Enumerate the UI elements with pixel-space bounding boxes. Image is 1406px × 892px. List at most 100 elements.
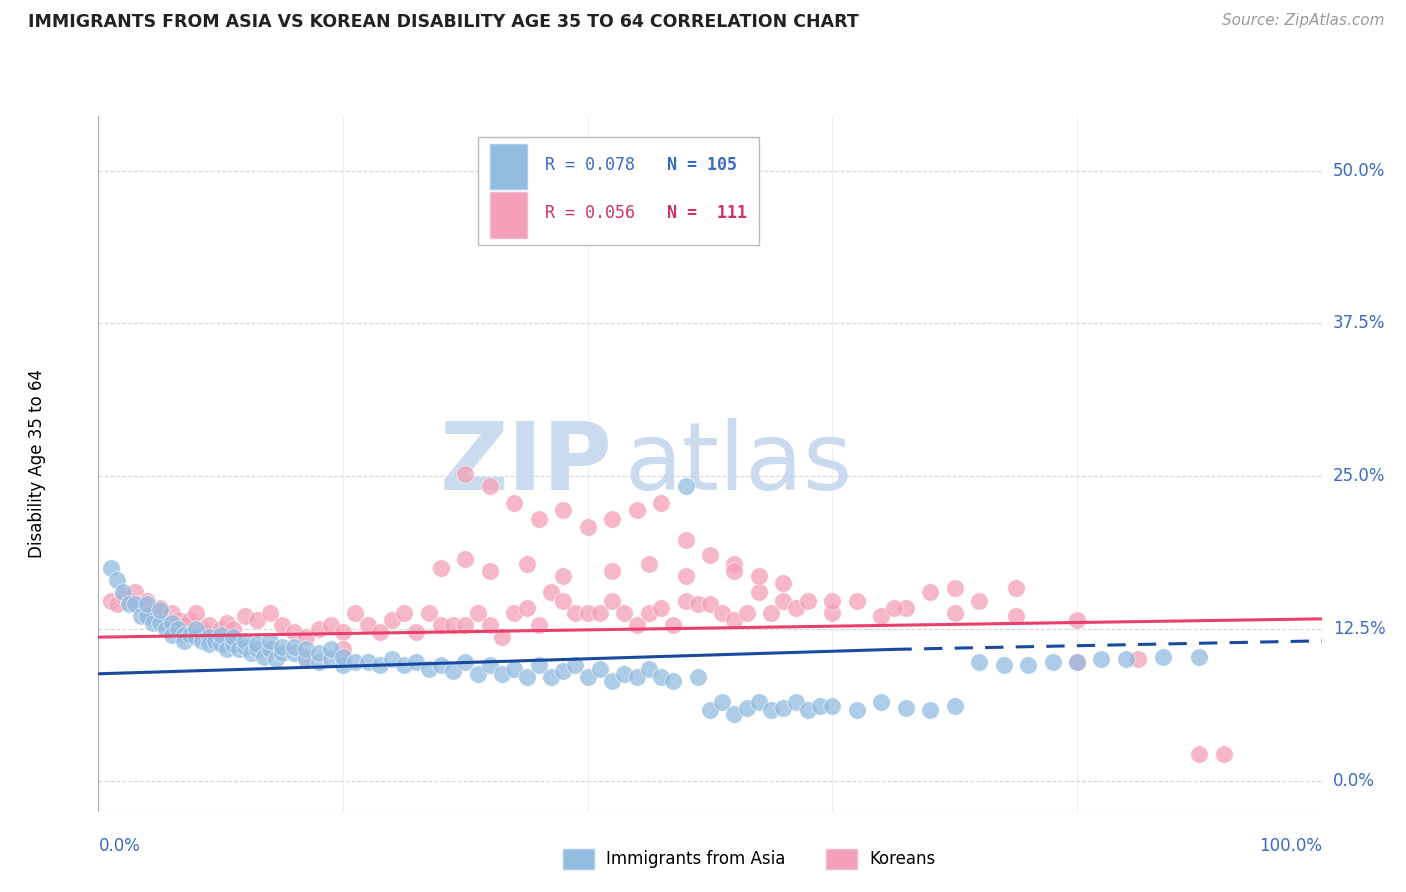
Point [209, 628, 232, 642]
Point [454, 618, 477, 632]
Point [723, 564, 745, 578]
Point [259, 642, 281, 657]
Point [943, 582, 966, 596]
Point [821, 593, 844, 607]
Point [711, 695, 734, 709]
Point [613, 666, 636, 681]
Point [1066, 613, 1088, 627]
Point [173, 618, 195, 632]
Text: R = 0.078: R = 0.078 [546, 156, 636, 174]
Point [332, 642, 354, 657]
Point [246, 638, 269, 652]
Point [392, 658, 416, 673]
Text: 0.0%: 0.0% [98, 837, 141, 855]
Point [215, 642, 238, 657]
Point [179, 613, 201, 627]
Text: ZIP: ZIP [439, 417, 612, 510]
Point [129, 609, 152, 624]
Point [943, 606, 966, 620]
Point [167, 613, 190, 627]
Point [675, 479, 697, 493]
Point [356, 655, 378, 669]
Point [821, 606, 844, 620]
Point [142, 606, 165, 620]
Point [191, 622, 214, 636]
Point [319, 652, 342, 666]
Point [527, 512, 550, 526]
Point [259, 633, 281, 648]
Point [576, 670, 599, 684]
Point [1004, 582, 1026, 596]
Point [264, 652, 287, 666]
Text: Koreans: Koreans [869, 850, 935, 868]
Text: 0.0%: 0.0% [1333, 772, 1375, 790]
FancyBboxPatch shape [489, 144, 526, 189]
Point [405, 625, 427, 640]
Text: Immigrants from Asia: Immigrants from Asia [606, 850, 786, 868]
Point [1042, 655, 1064, 669]
Point [441, 618, 464, 632]
Point [136, 609, 159, 624]
Point [527, 618, 550, 632]
Point [191, 633, 214, 648]
Point [761, 703, 783, 717]
Point [149, 603, 172, 617]
Text: 25.0%: 25.0% [1333, 467, 1385, 485]
Point [454, 552, 477, 566]
Point [967, 655, 990, 669]
Point [675, 593, 697, 607]
Point [246, 613, 269, 627]
Point [650, 600, 672, 615]
Point [626, 670, 648, 684]
Point [344, 655, 367, 669]
Point [259, 642, 281, 657]
Point [467, 666, 489, 681]
Point [1066, 655, 1088, 669]
Point [650, 670, 672, 684]
Point [124, 597, 146, 611]
Point [160, 628, 183, 642]
Point [735, 701, 758, 715]
Point [392, 606, 416, 620]
Point [515, 557, 537, 571]
Point [155, 622, 177, 636]
Text: IMMIGRANTS FROM ASIA VS KOREAN DISABILITY AGE 35 TO 64 CORRELATION CHART: IMMIGRANTS FROM ASIA VS KOREAN DISABILIT… [28, 13, 859, 31]
Point [967, 593, 990, 607]
Point [675, 569, 697, 583]
Point [270, 640, 294, 654]
Text: 37.5%: 37.5% [1333, 315, 1385, 333]
Point [105, 597, 128, 611]
Point [295, 649, 318, 664]
Point [467, 606, 489, 620]
Point [222, 622, 245, 636]
Point [613, 606, 636, 620]
Point [228, 642, 250, 657]
Point [870, 609, 893, 624]
Point [503, 662, 526, 676]
Point [564, 658, 586, 673]
Point [845, 703, 868, 717]
Point [920, 703, 942, 717]
Point [662, 618, 685, 632]
Point [870, 695, 893, 709]
Point [368, 658, 391, 673]
Text: Source: ZipAtlas.com: Source: ZipAtlas.com [1222, 13, 1385, 29]
Point [259, 606, 281, 620]
Point [454, 655, 477, 669]
Point [368, 625, 391, 640]
Point [894, 600, 917, 615]
Point [785, 600, 807, 615]
Point [675, 533, 697, 547]
Point [735, 606, 758, 620]
Point [186, 630, 208, 644]
Point [441, 665, 464, 679]
Point [553, 593, 575, 607]
Point [1188, 747, 1211, 762]
Point [1115, 652, 1137, 666]
Point [100, 593, 122, 607]
Text: Disability Age 35 to 64: Disability Age 35 to 64 [28, 369, 46, 558]
Point [381, 613, 404, 627]
Point [118, 597, 141, 611]
Point [515, 600, 537, 615]
Point [136, 597, 159, 611]
